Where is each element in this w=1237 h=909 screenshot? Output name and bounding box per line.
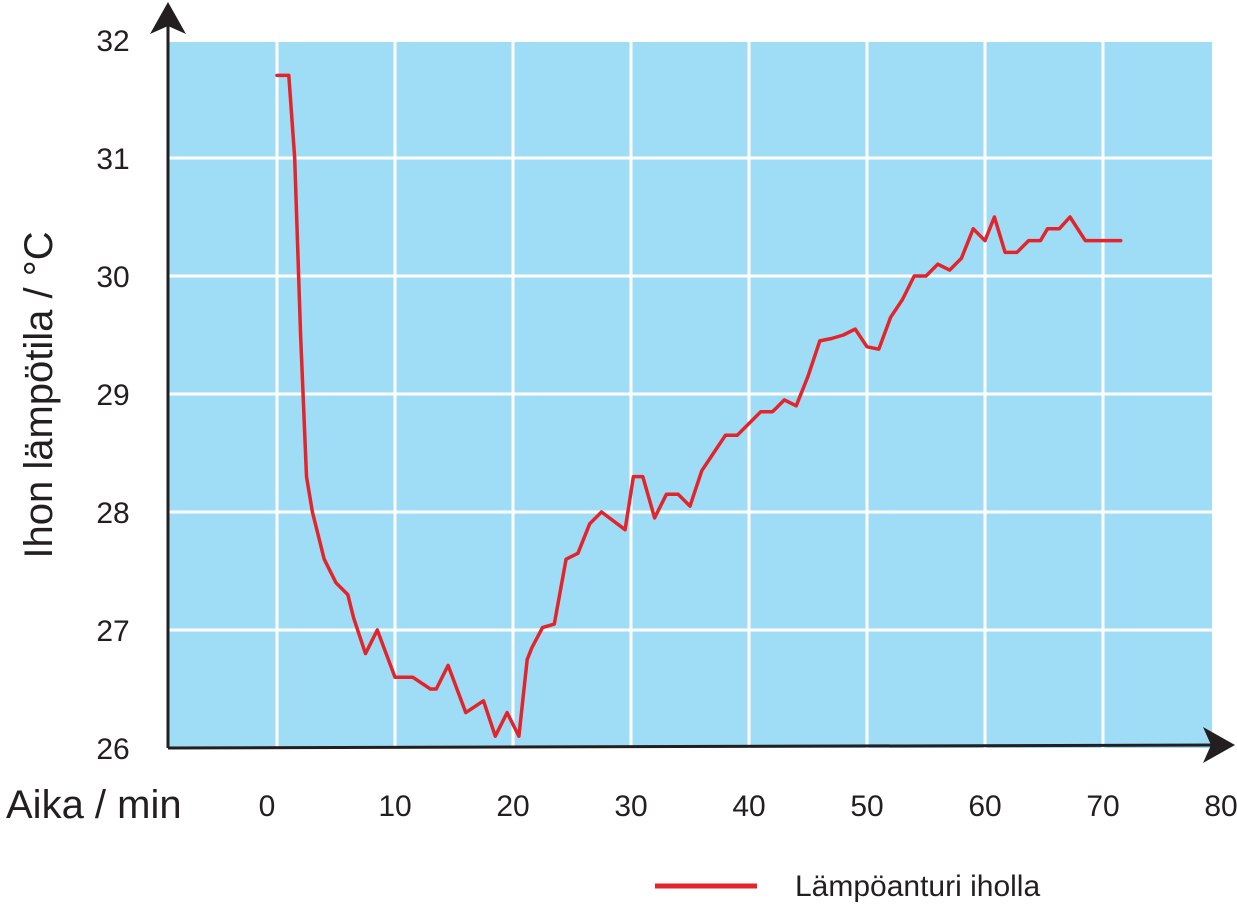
legend-label: Lämpöanturi iholla (795, 870, 1040, 903)
y-axis-title: Ihon lämpötila / °C (17, 231, 61, 558)
y-tick-label: 29 (96, 379, 129, 412)
y-tick-label: 30 (96, 261, 129, 294)
x-tick-label: 20 (496, 790, 529, 823)
x-tick-label: 0 (259, 790, 276, 823)
x-tick-label: 40 (732, 790, 765, 823)
x-axis-arrow-icon (1203, 727, 1235, 763)
x-tick-label: 30 (614, 790, 647, 823)
y-tick-label: 31 (96, 143, 129, 176)
series-line (275, 73, 1123, 738)
x-tick-label: 60 (968, 790, 1001, 823)
y-axis-arrow-icon (150, 2, 186, 34)
y-tick-label: 27 (96, 615, 129, 648)
x-tick-label: 50 (850, 790, 883, 823)
x-tick-label: 80 (1204, 790, 1237, 823)
y-tick-label: 26 (96, 733, 129, 766)
x-axis-title: Aika / min (6, 783, 182, 827)
y-tick-label: 28 (96, 497, 129, 530)
y-tick-label: 32 (96, 25, 129, 58)
x-tick-label: 10 (378, 790, 411, 823)
axes (150, 2, 1235, 763)
legend: Lämpöanturi iholla (655, 870, 1040, 903)
grid (168, 42, 1212, 748)
tick-labels: 26 27 28 29 30 31 32 0 10 20 30 40 50 60 70 80 (96, 25, 1237, 823)
x-tick-label: 70 (1086, 790, 1119, 823)
x-axis-line (167, 743, 1219, 750)
